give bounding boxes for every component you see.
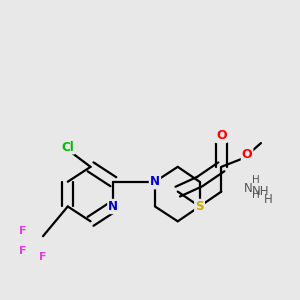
Text: H: H [252, 175, 260, 185]
Text: N: N [108, 200, 118, 213]
Text: H: H [264, 193, 273, 206]
Text: N: N [150, 175, 160, 188]
Text: N: N [244, 182, 253, 195]
Text: F: F [20, 226, 27, 236]
Text: O: O [242, 148, 252, 161]
Text: S: S [195, 200, 204, 213]
Text: H: H [252, 190, 260, 200]
Text: NH: NH [252, 185, 269, 198]
Text: F: F [20, 246, 27, 256]
Text: F: F [39, 252, 47, 262]
Text: O: O [216, 129, 226, 142]
Text: Cl: Cl [61, 140, 74, 154]
